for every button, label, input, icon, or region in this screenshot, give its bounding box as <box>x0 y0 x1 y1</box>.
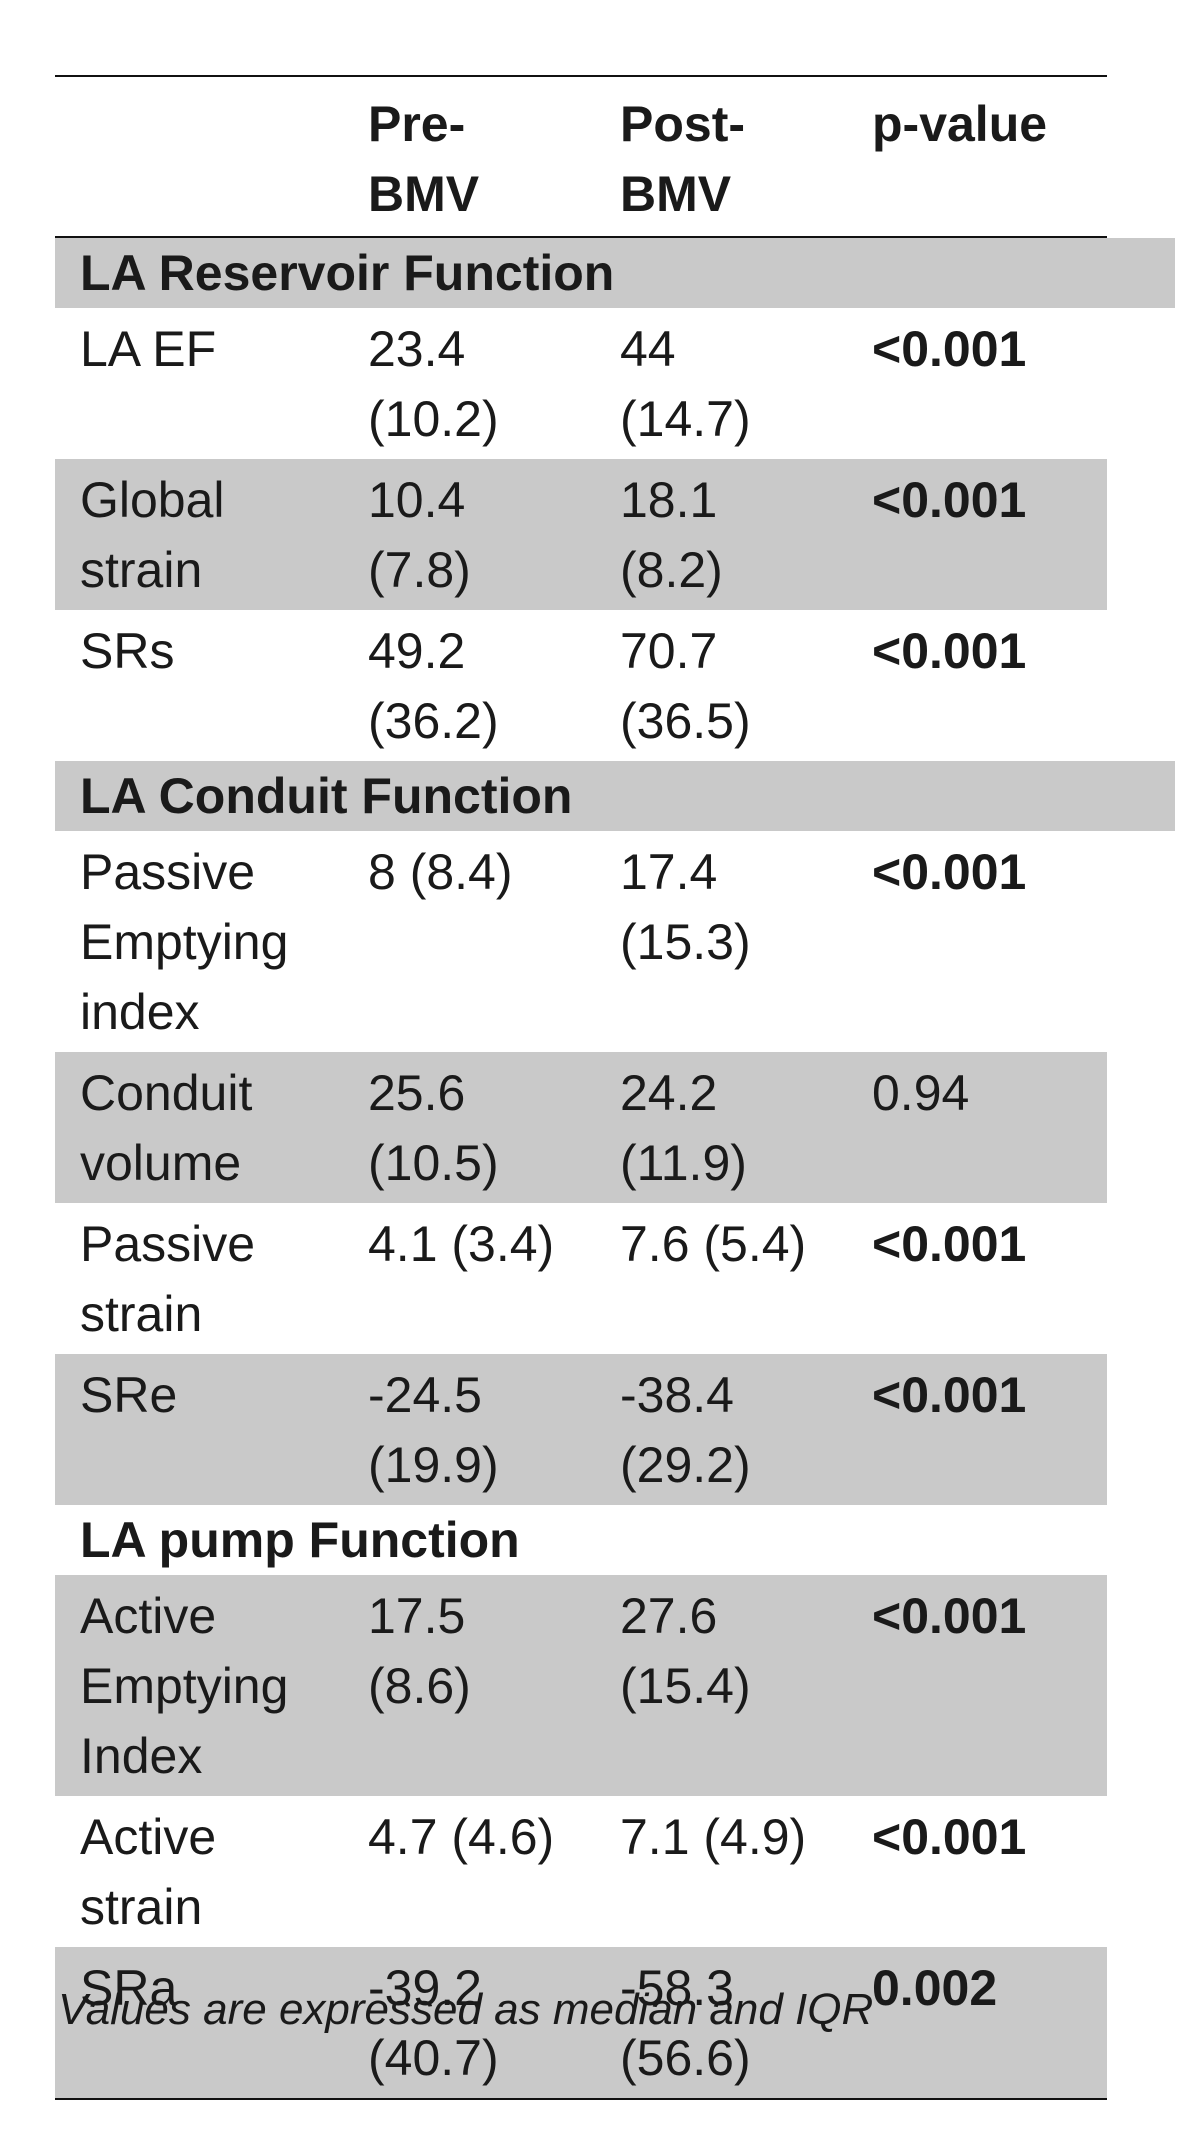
table-row: Global strain 10.4 (7.8) 18.1 (8.2) <0.0… <box>55 459 1107 610</box>
table-caption: Values are expressed as median and IQR <box>58 1985 874 2034</box>
table-row: Conduit volume 25.6 (10.5) 24.2 (11.9) 0… <box>55 1052 1107 1203</box>
post-value: -38.4 (29.2) <box>620 1367 751 1493</box>
table-row: Active Emptying Index 17.5 (8.6) 27.6 (1… <box>55 1575 1107 1796</box>
post-value: 7.1 (4.9) <box>620 1809 807 1865</box>
table-row: SRs 49.2 (36.2) 70.7 (36.5) <0.001 <box>55 610 1175 761</box>
p-value: 0.94 <box>872 1065 970 1121</box>
row-label: Conduit volume <box>80 1065 253 1191</box>
top-rule <box>55 75 1107 77</box>
pre-value: 4.1 (3.4) <box>368 1216 555 1272</box>
pre-value: 8 (8.4) <box>368 844 513 900</box>
table-row: Passive strain 4.1 (3.4) 7.6 (5.4) <0.00… <box>55 1203 1175 1354</box>
post-value: 70.7 (36.5) <box>620 623 751 749</box>
header-cell-pre: Pre- BMV <box>368 96 480 222</box>
row-label: SRs <box>80 623 175 679</box>
post-value: 27.6 (15.4) <box>620 1588 751 1714</box>
table-row: Active strain 4.7 (4.6) 7.1 (4.9) <0.001 <box>55 1796 1175 1947</box>
row-label: SRa <box>80 1960 178 2016</box>
row-label: Active Emptying Index <box>80 1588 289 1784</box>
header-cell-label <box>55 89 343 229</box>
section-title: LA pump Function <box>55 1505 1107 1575</box>
post-value: 7.6 (5.4) <box>620 1216 807 1272</box>
table-row: SRa -39.2 (40.7) -58.3 (56.6) 0.002 <box>55 1947 1107 2098</box>
p-value: <0.001 <box>872 1588 1027 1644</box>
table-row: SRe -24.5 (19.9) -38.4 (29.2) <0.001 <box>55 1354 1107 1505</box>
header-cell-post: Post- BMV <box>620 96 745 222</box>
pre-value: 49.2 (36.2) <box>368 623 499 749</box>
p-value: <0.001 <box>872 1367 1027 1423</box>
header-rule <box>55 236 1107 238</box>
results-table: Pre- BMV Post- BMV p-value LA Reservoir … <box>55 75 1175 2100</box>
section-title: LA Conduit Function <box>55 761 1175 831</box>
row-label: Global strain <box>80 472 225 598</box>
section-title: LA Reservoir Function <box>55 238 1175 308</box>
row-label: Active strain <box>80 1809 217 1935</box>
pre-value: 23.4 (10.2) <box>368 321 499 447</box>
header-cell-pvalue: p-value <box>872 96 1048 152</box>
pre-value: 25.6 (10.5) <box>368 1065 499 1191</box>
row-label: Passive Emptying index <box>80 844 289 1040</box>
p-value: <0.001 <box>872 472 1027 528</box>
post-value: 17.4 (15.3) <box>620 844 751 970</box>
p-value: 0.002 <box>872 1960 998 2016</box>
post-value: 24.2 (11.9) <box>620 1065 747 1191</box>
bottom-rule <box>55 2098 1107 2100</box>
p-value: <0.001 <box>872 321 1027 377</box>
pre-value: 17.5 (8.6) <box>368 1588 471 1714</box>
row-label: SRe <box>80 1367 178 1423</box>
pre-value: -39.2 (40.7) <box>368 1960 499 2086</box>
pre-value: 10.4 (7.8) <box>368 472 471 598</box>
row-label: LA EF <box>80 321 217 377</box>
p-value: <0.001 <box>872 1809 1027 1865</box>
p-value: <0.001 <box>872 623 1027 679</box>
p-value: <0.001 <box>872 844 1027 900</box>
row-label: Passive strain <box>80 1216 256 1342</box>
p-value: <0.001 <box>872 1216 1027 1272</box>
post-value: 18.1 (8.2) <box>620 472 723 598</box>
post-value: 44 (14.7) <box>620 321 751 447</box>
table-row: Passive Emptying index 8 (8.4) 17.4 (15.… <box>55 831 1175 1052</box>
pre-value: 4.7 (4.6) <box>368 1809 555 1865</box>
table-row: LA EF 23.4 (10.2) 44 (14.7) <0.001 <box>55 308 1175 459</box>
post-value: -58.3 (56.6) <box>620 1960 751 2086</box>
pre-value: -24.5 (19.9) <box>368 1367 499 1493</box>
table-header-row: Pre- BMV Post- BMV p-value <box>55 77 1175 236</box>
